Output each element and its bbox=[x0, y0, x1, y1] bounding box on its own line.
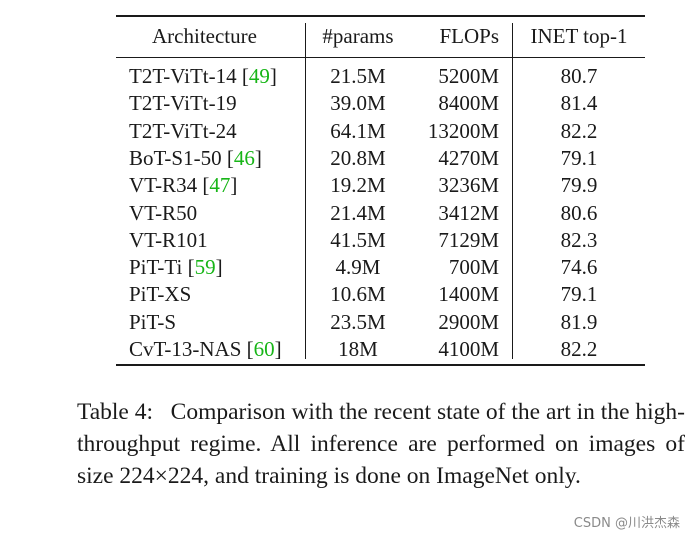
cell-architecture: VT-R50 bbox=[129, 201, 197, 225]
column-divider-2 bbox=[512, 23, 513, 359]
caption-label: Table 4: bbox=[77, 399, 154, 425]
header-top1: INET top-1 bbox=[530, 24, 628, 48]
architecture-name: VT-R101 bbox=[129, 228, 208, 252]
column-divider-1 bbox=[305, 23, 306, 359]
cell-architecture: VT-R34 [47] bbox=[129, 173, 238, 197]
architecture-name: VT-R34 bbox=[129, 173, 198, 197]
header-architecture: Architecture bbox=[152, 24, 257, 48]
architecture-name: CvT-13-NAS bbox=[129, 337, 242, 361]
citation-link[interactable]: 59 bbox=[194, 255, 216, 279]
cell-top1: 79.1 bbox=[560, 146, 598, 170]
cell-architecture: VT-R101 bbox=[129, 228, 208, 252]
caption-text: Comparison with the recent state of the … bbox=[77, 399, 685, 489]
cell-architecture: CvT-13-NAS [60] bbox=[129, 337, 282, 361]
cell-top1: 82.2 bbox=[560, 119, 598, 143]
cell-architecture: BoT-S1-50 [46] bbox=[129, 146, 262, 170]
architecture-name: PiT-Ti bbox=[129, 255, 183, 279]
cell-top1: 81.4 bbox=[560, 91, 598, 115]
citation-link[interactable]: 46 bbox=[233, 146, 255, 170]
cell-flops: 5200M bbox=[438, 64, 499, 88]
architecture-name: BoT-S1-50 bbox=[129, 146, 222, 170]
cell-architecture: T2T-ViTt-14 [49] bbox=[129, 64, 277, 88]
watermark: CSDN @川洪杰森 bbox=[573, 516, 680, 531]
cell-flops: 700M bbox=[448, 255, 499, 279]
architecture-name: PiT-XS bbox=[129, 282, 192, 306]
cell-flops: 8400M bbox=[438, 91, 499, 115]
cell-top1: 79.1 bbox=[560, 282, 598, 306]
cell-top1: 80.7 bbox=[560, 64, 598, 88]
cell-architecture: PiT-XS bbox=[129, 282, 191, 306]
citation-link[interactable]: 49 bbox=[248, 64, 270, 88]
cell-architecture: T2T-ViTt-19 bbox=[129, 91, 237, 115]
cell-flops: 3236M bbox=[438, 173, 499, 197]
cell-params: 41.5M bbox=[330, 228, 386, 252]
cell-flops: 3412M bbox=[438, 201, 499, 225]
header-params: #params bbox=[322, 24, 394, 48]
cell-flops: 4270M bbox=[438, 146, 499, 170]
cell-architecture: PiT-S bbox=[129, 310, 176, 334]
table-top-rule bbox=[116, 15, 645, 17]
citation-link[interactable]: 60 bbox=[253, 337, 275, 361]
table-header-rule bbox=[116, 57, 645, 58]
architecture-name: PiT-S bbox=[129, 310, 177, 334]
cell-top1: 80.6 bbox=[560, 201, 598, 225]
cell-flops: 4100M bbox=[438, 337, 499, 361]
cell-flops: 13200M bbox=[427, 119, 499, 143]
header-flops: FLOPs bbox=[439, 24, 499, 48]
cell-params: 64.1M bbox=[330, 119, 386, 143]
table-caption: Table 4: Comparison with the recent stat… bbox=[77, 396, 685, 492]
cell-top1: 79.9 bbox=[560, 173, 598, 197]
cell-flops: 7129M bbox=[438, 228, 499, 252]
citation-link[interactable]: 47 bbox=[209, 173, 231, 197]
architecture-name: T2T-ViTt-19 bbox=[129, 91, 237, 115]
cell-params: 19.2M bbox=[330, 173, 386, 197]
cell-flops: 1400M bbox=[438, 282, 499, 306]
cell-params: 18M bbox=[338, 337, 378, 361]
cell-top1: 81.9 bbox=[560, 310, 598, 334]
cell-top1: 74.6 bbox=[560, 255, 598, 279]
table-bottom-rule bbox=[116, 364, 645, 366]
cell-architecture: PiT-Ti [59] bbox=[129, 255, 223, 279]
cell-top1: 82.3 bbox=[560, 228, 598, 252]
cell-params: 20.8M bbox=[330, 146, 386, 170]
cell-params: 21.4M bbox=[330, 201, 386, 225]
cell-top1: 82.2 bbox=[560, 337, 598, 361]
cell-params: 23.5M bbox=[330, 310, 386, 334]
architecture-name: T2T-ViTt-24 bbox=[129, 119, 237, 143]
cell-flops: 2900M bbox=[438, 310, 499, 334]
cell-params: 39.0M bbox=[330, 91, 386, 115]
cell-params: 10.6M bbox=[330, 282, 386, 306]
architecture-name: VT-R50 bbox=[129, 201, 198, 225]
cell-params: 4.9M bbox=[335, 255, 381, 279]
cell-architecture: T2T-ViTt-24 bbox=[129, 119, 237, 143]
cell-params: 21.5M bbox=[330, 64, 386, 88]
architecture-name: T2T-ViTt-14 bbox=[129, 64, 237, 88]
